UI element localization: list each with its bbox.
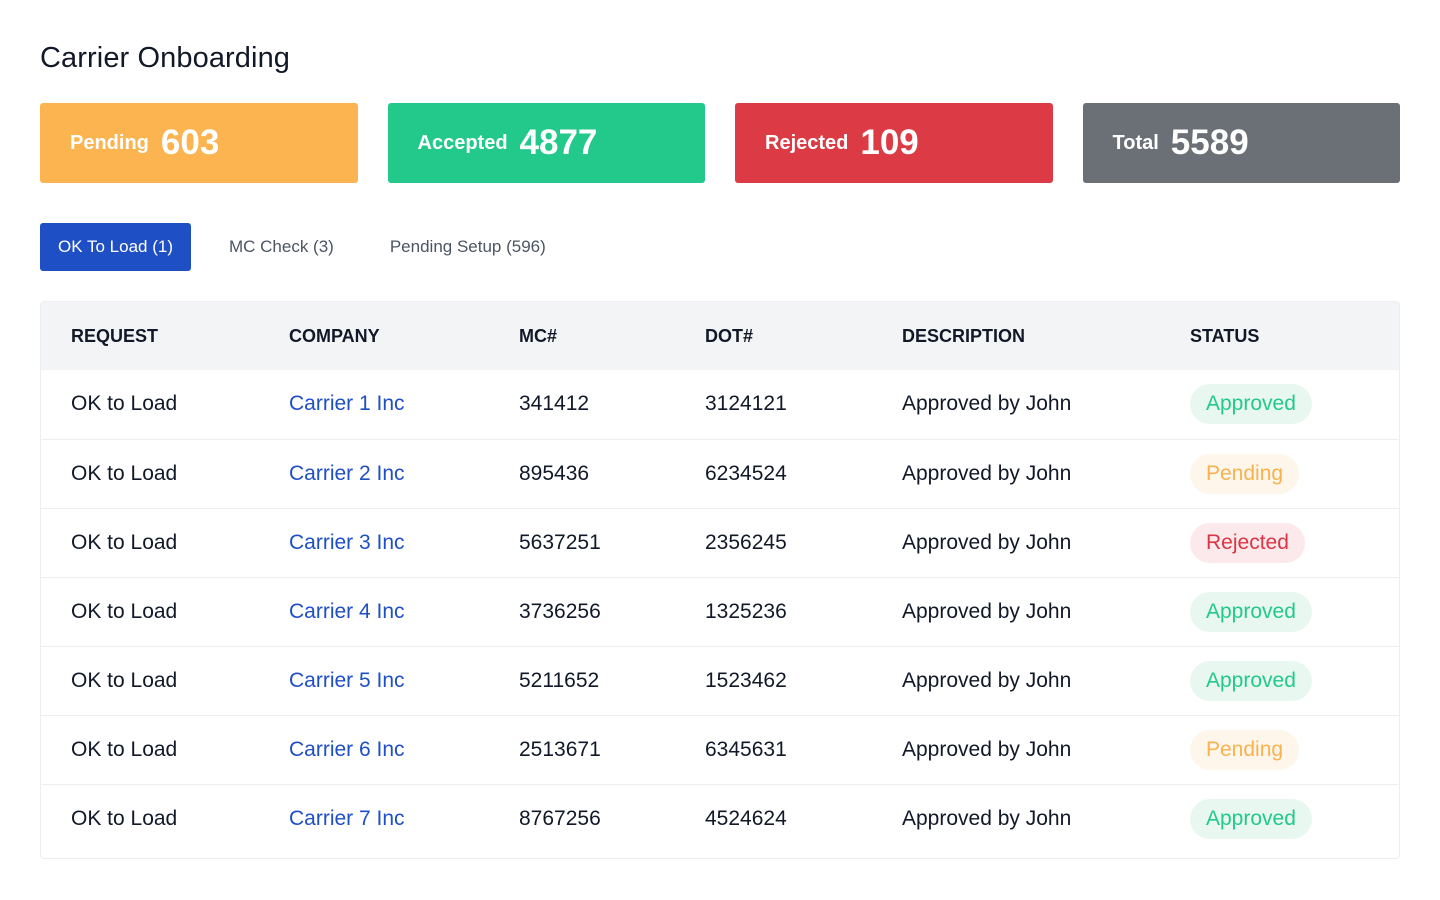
company-link[interactable]: Carrier 2 Inc <box>289 461 405 485</box>
cell-company: Carrier 4 Inc <box>259 577 489 646</box>
cell-status: Approved <box>1160 577 1399 646</box>
cell-description: Approved by John <box>902 737 1072 761</box>
status-badge: Approved <box>1190 591 1312 632</box>
cell-dot: 6345631 <box>705 737 787 761</box>
cell-company: Carrier 2 Inc <box>259 439 489 508</box>
stat-card-accepted: Accepted 4877 <box>387 103 705 183</box>
page-title: Carrier Onboarding <box>40 42 291 74</box>
cell-mc: 5637251 <box>519 530 601 554</box>
cell-description: Approved by John <box>902 392 1072 416</box>
table-header-row: REQUEST COMPANY MC# DOT# DESCRIPTION STA… <box>41 302 1399 370</box>
cell-status: Approved <box>1160 370 1399 439</box>
cell-mc: 5211652 <box>519 668 600 692</box>
company-link[interactable]: Carrier 6 Inc <box>289 737 405 761</box>
status-badge: Rejected <box>1190 522 1305 563</box>
status-badge: Approved <box>1190 384 1312 425</box>
tab-bar: OK To Load (1) MC Check (3) Pending Setu… <box>40 223 584 271</box>
cell-status: Approved <box>1160 784 1399 853</box>
stat-label: Rejected <box>765 131 849 154</box>
cell-request: OK to Load <box>71 668 178 692</box>
cell-dot: 3124121 <box>705 392 787 416</box>
stat-value: 5589 <box>1170 123 1249 162</box>
table-row: OK to Load Carrier 6 Inc 2513671 6345631… <box>41 715 1399 784</box>
cell-dot: 6234524 <box>705 461 787 485</box>
stat-label: Total <box>1112 131 1159 154</box>
company-link[interactable]: Carrier 7 Inc <box>289 806 405 830</box>
stat-value: 603 <box>160 123 220 162</box>
cell-status: Pending <box>1160 439 1399 508</box>
stat-value: 4877 <box>519 123 598 162</box>
stat-card-total: Total 5589 <box>1082 103 1400 183</box>
table-row: OK to Load Carrier 5 Inc 5211652 1523462… <box>41 646 1399 715</box>
column-header-mc: MC# <box>519 325 558 346</box>
cell-request: OK to Load <box>71 599 178 623</box>
company-link[interactable]: Carrier 5 Inc <box>289 668 405 692</box>
company-link[interactable]: Carrier 3 Inc <box>289 530 405 554</box>
cell-dot: 1325236 <box>705 599 787 623</box>
cell-company: Carrier 3 Inc <box>259 508 489 577</box>
company-link[interactable]: Carrier 1 Inc <box>289 392 405 416</box>
cell-request: OK to Load <box>71 392 178 416</box>
stat-value: 109 <box>860 123 919 162</box>
column-header-request: REQUEST <box>71 325 159 346</box>
column-header-company: COMPANY <box>289 325 380 346</box>
cell-mc: 895436 <box>519 461 590 485</box>
tab-pending-setup[interactable]: Pending Setup (596) <box>389 237 546 256</box>
cell-status: Pending <box>1160 715 1399 784</box>
stat-card-rejected: Rejected 109 <box>735 103 1053 183</box>
cell-mc: 341412 <box>519 392 590 416</box>
cell-request: OK to Load <box>71 461 178 485</box>
cell-company: Carrier 1 Inc <box>259 370 489 439</box>
stats-row: Pending 603 Accepted 4877 Rejected 109 T… <box>40 103 1400 183</box>
column-header-status: STATUS <box>1190 325 1260 346</box>
status-badge: Approved <box>1190 798 1312 839</box>
cell-status: Rejected <box>1160 508 1399 577</box>
cell-company: Carrier 7 Inc <box>259 784 489 853</box>
cell-description: Approved by John <box>902 530 1072 554</box>
status-badge: Pending <box>1190 729 1300 770</box>
table-row: OK to Load Carrier 7 Inc 8767256 4524624… <box>41 784 1399 853</box>
cell-request: OK to Load <box>71 737 178 761</box>
tab-ok-to-load[interactable]: OK To Load (1) <box>40 223 191 271</box>
cell-dot: 4524624 <box>705 806 787 830</box>
cell-description: Approved by John <box>902 668 1072 692</box>
tab-mc-check[interactable]: MC Check (3) <box>228 237 334 256</box>
stat-label: Accepted <box>417 131 508 154</box>
column-header-description: DESCRIPTION <box>902 325 1026 346</box>
cell-company: Carrier 6 Inc <box>259 715 489 784</box>
table-row: OK to Load Carrier 3 Inc 5637251 2356245… <box>41 508 1399 577</box>
cell-mc: 2513671 <box>519 737 601 761</box>
stat-label: Pending <box>70 131 149 154</box>
cell-status: Approved <box>1160 646 1399 715</box>
cell-company: Carrier 5 Inc <box>259 646 489 715</box>
cell-mc: 8767256 <box>519 806 601 830</box>
company-link[interactable]: Carrier 4 Inc <box>289 599 405 623</box>
cell-request: OK to Load <box>71 806 178 830</box>
table-row: OK to Load Carrier 1 Inc 341412 3124121 … <box>41 370 1399 439</box>
status-badge: Approved <box>1190 660 1312 701</box>
column-header-dot: DOT# <box>705 325 754 346</box>
cell-description: Approved by John <box>902 806 1072 830</box>
table-row: OK to Load Carrier 4 Inc 3736256 1325236… <box>41 577 1399 646</box>
cell-mc: 3736256 <box>519 599 601 623</box>
cell-description: Approved by John <box>902 599 1072 623</box>
table-row: OK to Load Carrier 2 Inc 895436 6234524 … <box>41 439 1399 508</box>
status-badge: Pending <box>1190 453 1300 494</box>
cell-description: Approved by John <box>902 461 1072 485</box>
cell-dot: 1523462 <box>705 668 787 692</box>
cell-request: OK to Load <box>71 530 178 554</box>
cell-dot: 2356245 <box>705 530 787 554</box>
carrier-table: REQUEST COMPANY MC# DOT# DESCRIPTION STA… <box>40 301 1400 859</box>
stat-card-pending: Pending 603 <box>40 103 358 183</box>
table-body: OK to Load Carrier 1 Inc 341412 3124121 … <box>41 370 1399 853</box>
